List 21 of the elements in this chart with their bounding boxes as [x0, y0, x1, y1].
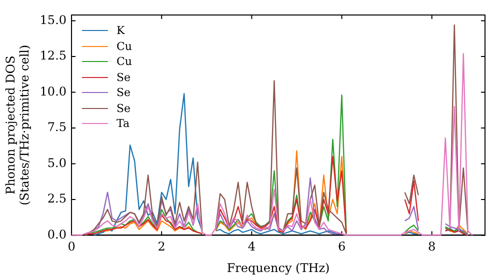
legend-label: Se — [116, 86, 131, 100]
legend-label: K — [116, 24, 125, 38]
y-tick-label: 12.5 — [40, 48, 67, 63]
x-axis-title: Frequency (THz) — [226, 260, 330, 275]
legend-label: Se — [116, 102, 131, 115]
x-tick-label: 6 — [338, 240, 346, 254]
x-tick-label: 0 — [68, 240, 76, 254]
y-tick-label: 10.0 — [40, 84, 67, 98]
y-tick-label: 7.5 — [47, 120, 67, 134]
x-tick-label: 8 — [428, 240, 436, 254]
y-tick-label: 2.5 — [47, 192, 67, 206]
legend-label: Cu — [116, 40, 132, 53]
x-tick-label: 4 — [248, 240, 256, 254]
legend-label: Cu — [116, 55, 132, 68]
y-axis-title: Phonon projected DOS (States/THz·primitive cell) — [3, 44, 32, 206]
legend-label: Ta — [116, 117, 130, 130]
x-tick-label: 2 — [158, 240, 166, 254]
y-tick-label: 15.0 — [40, 12, 67, 27]
y-tick-label: 5.0 — [47, 156, 67, 170]
legend-label: Se — [116, 70, 131, 84]
y-tick-label: 0.0 — [47, 227, 67, 242]
